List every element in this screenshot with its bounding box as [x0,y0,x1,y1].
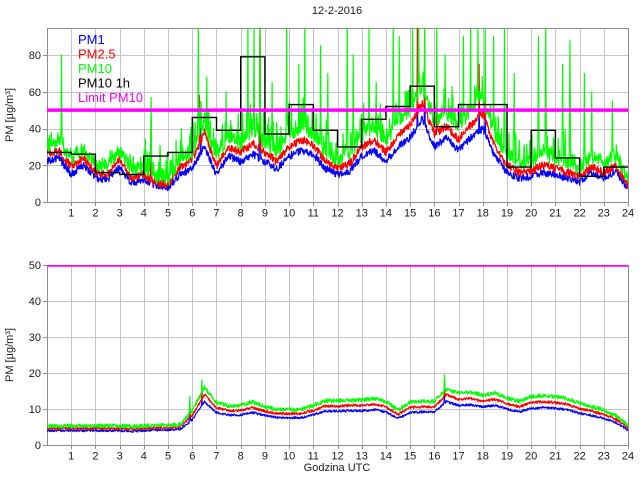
bottom-subplot: 1 2 3 4 5 6 7 8 9 10 11 12 13 14 15 16 17 18 19 20 21 22 23 240… [29,260,634,463]
x-tick-label: 10 [283,208,295,220]
y-tick-label: 20 [29,368,41,380]
legend-item-pm25: PM2.5 [78,47,116,62]
x-tick-label: 16 [428,208,440,220]
x-tick-label: 22 [573,451,585,463]
x-tick-label: 12 [331,208,343,220]
x-tick-label: 23 [598,208,610,220]
x-tick-label: 7 [213,208,219,220]
axes-frame [43,28,629,206]
x-tick-label: 11 [308,451,319,463]
y-tick-label: 0 [35,197,41,209]
x-tick-label: 6 [189,208,195,220]
y-tick-label: 20 [29,160,41,172]
x-tick-label: 12 [331,451,343,463]
x-tick-label: 19 [501,451,513,463]
series-pm10-1h-step-line [47,56,628,177]
legend: PM1 PM2.5 PM10 PM10 1h Limit PM10 [78,32,143,105]
x-tick-label: 4 [141,208,147,220]
x-tick-label: 3 [117,208,123,220]
x-tick-label: 2 [92,208,98,220]
x-tick-label: 1 [68,451,74,463]
plot-area [47,28,628,192]
axes-frame [43,265,629,449]
x-tick-label: 19 [501,208,513,220]
x-axis-label: Godzina UTC [304,462,371,474]
grid [47,265,629,446]
x-tick-label: 14 [380,451,392,463]
x-tick-label: 8 [238,451,244,463]
x-tick-label: 17 [452,208,464,220]
bottom-y-axis-label: PM [µg/m³] [4,328,16,382]
x-tick-label: 1 [68,208,74,220]
series-pm1-line [47,36,628,192]
x-tick-label: 13 [356,451,368,463]
x-tick-label: 24 [622,451,634,463]
legend-item-pm10-1h: PM10 1h [78,76,130,91]
x-tick-label: 15 [404,208,416,220]
series-pm1-line [47,395,628,433]
x-tick-label: 7 [213,451,219,463]
x-tick-label: 6 [189,451,195,463]
y-tick-label: 80 [29,50,41,62]
top-subplot: 1 2 3 4 5 6 7 8 9 10 11 12 13 14 15 16 17 18 19 20 21 22 23 240… [29,28,634,220]
series-pm2-5-line [47,382,628,431]
x-tick-label: 15 [404,451,416,463]
x-tick-label: 3 [117,451,123,463]
x-tick-label: 5 [165,208,171,220]
x-tick-label: 10 [283,451,295,463]
x-tick-label: 16 [428,451,440,463]
x-tick-label: 8 [238,208,244,220]
y-tick-label: 40 [29,296,41,308]
series-pm10-line [47,374,628,430]
x-tick-label: 14 [380,208,392,220]
x-tick-label: 9 [262,208,268,220]
x-tick-label: 20 [525,451,537,463]
legend-item-pm10: PM10 [78,61,112,76]
x-tick-label: 18 [477,451,489,463]
x-tick-label: 4 [141,451,147,463]
x-tick-label: 21 [549,451,561,463]
x-tick-label: 20 [525,208,537,220]
y-tick-label: 60 [29,87,41,99]
plot-area [47,265,628,433]
legend-item-pm1: PM1 [78,32,105,47]
y-tick-label: 30 [29,332,41,344]
x-tick-label: 5 [165,451,171,463]
y-tick-label: 0 [35,440,41,452]
chart-title: 12-2-2016 [312,5,362,17]
tick-labels: 1 2 3 4 5 6 7 8 9 10 11 12 13 14 15 16 17 18 19 20 21 22 23 240… [29,50,634,219]
x-tick-label: 17 [452,451,464,463]
x-tick-label: 9 [262,451,268,463]
tick-labels: 1 2 3 4 5 6 7 8 9 10 11 12 13 14 15 16 17 18 19 20 21 22 23 240… [29,260,634,463]
top-y-axis-label: PM [µg/m³] [4,88,16,142]
x-tick-label: 21 [549,208,561,220]
x-tick-label: 2 [92,451,98,463]
x-tick-label: 24 [622,208,634,220]
x-tick-label: 13 [356,208,368,220]
y-tick-label: 10 [29,404,41,416]
y-tick-label: 40 [29,124,41,136]
x-tick-label: 11 [308,208,319,220]
y-tick-label: 50 [29,260,41,272]
x-tick-label: 22 [573,208,585,220]
legend-item-limit-pm10: Limit PM10 [78,90,143,105]
x-tick-label: 18 [477,208,489,220]
x-tick-label: 23 [598,451,610,463]
